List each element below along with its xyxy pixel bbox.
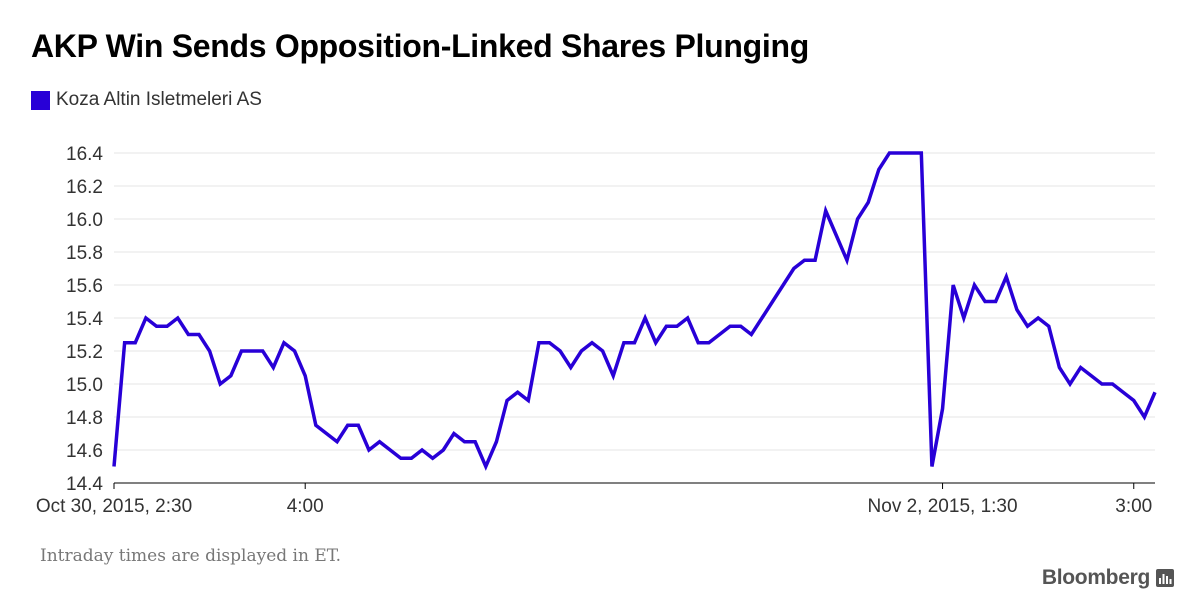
bloomberg-terminal-icon (1156, 569, 1174, 587)
x-tick-label: 3:00 (1115, 496, 1152, 517)
y-tick-label: 14.8 (66, 408, 103, 429)
brand-logo: Bloomberg (1042, 566, 1174, 590)
y-tick-label: 16.0 (66, 210, 103, 231)
x-tick-label: Oct 30, 2015, 2:30 (36, 496, 192, 517)
y-tick-label: 15.2 (66, 342, 103, 363)
y-tick-label: 15.0 (66, 375, 103, 396)
grid-lines (114, 152, 1155, 484)
series-layer (112, 151, 1157, 471)
footnote: Intraday times are displayed in ET. (40, 546, 341, 566)
y-tick-label: 16.4 (66, 144, 103, 165)
y-tick-label: 16.2 (66, 177, 103, 198)
y-tick-label: 15.6 (66, 276, 103, 297)
series-line-koza-altin (112, 151, 1157, 471)
legend-swatch (31, 90, 50, 110)
y-tick-label: 14.6 (66, 441, 103, 462)
x-tick-label: Nov 2, 2015, 1:30 (868, 496, 1018, 517)
x-axis-ticks: Oct 30, 2015, 2:30 4:00 Nov 2, 2015, 1:30 3… (36, 483, 1152, 517)
y-axis-ticks: 14.4 14.6 14.8 15.0 15.2 15.4 15.6 15.8 16.0 16.2… (66, 144, 103, 495)
chart-title: AKP Win Sends Opposition-Linked Shares P… (31, 28, 809, 64)
brand-name: Bloomberg (1041, 566, 1150, 589)
y-tick-label: 15.4 (66, 309, 103, 330)
x-tick-label: 4:00 (287, 496, 324, 517)
y-tick-label: 15.8 (66, 243, 103, 264)
legend: Koza Altin Isletmeleri AS (31, 89, 262, 111)
y-tick-label: 14.4 (66, 474, 103, 495)
legend-label: Koza Altin Isletmeleri AS (56, 89, 262, 110)
